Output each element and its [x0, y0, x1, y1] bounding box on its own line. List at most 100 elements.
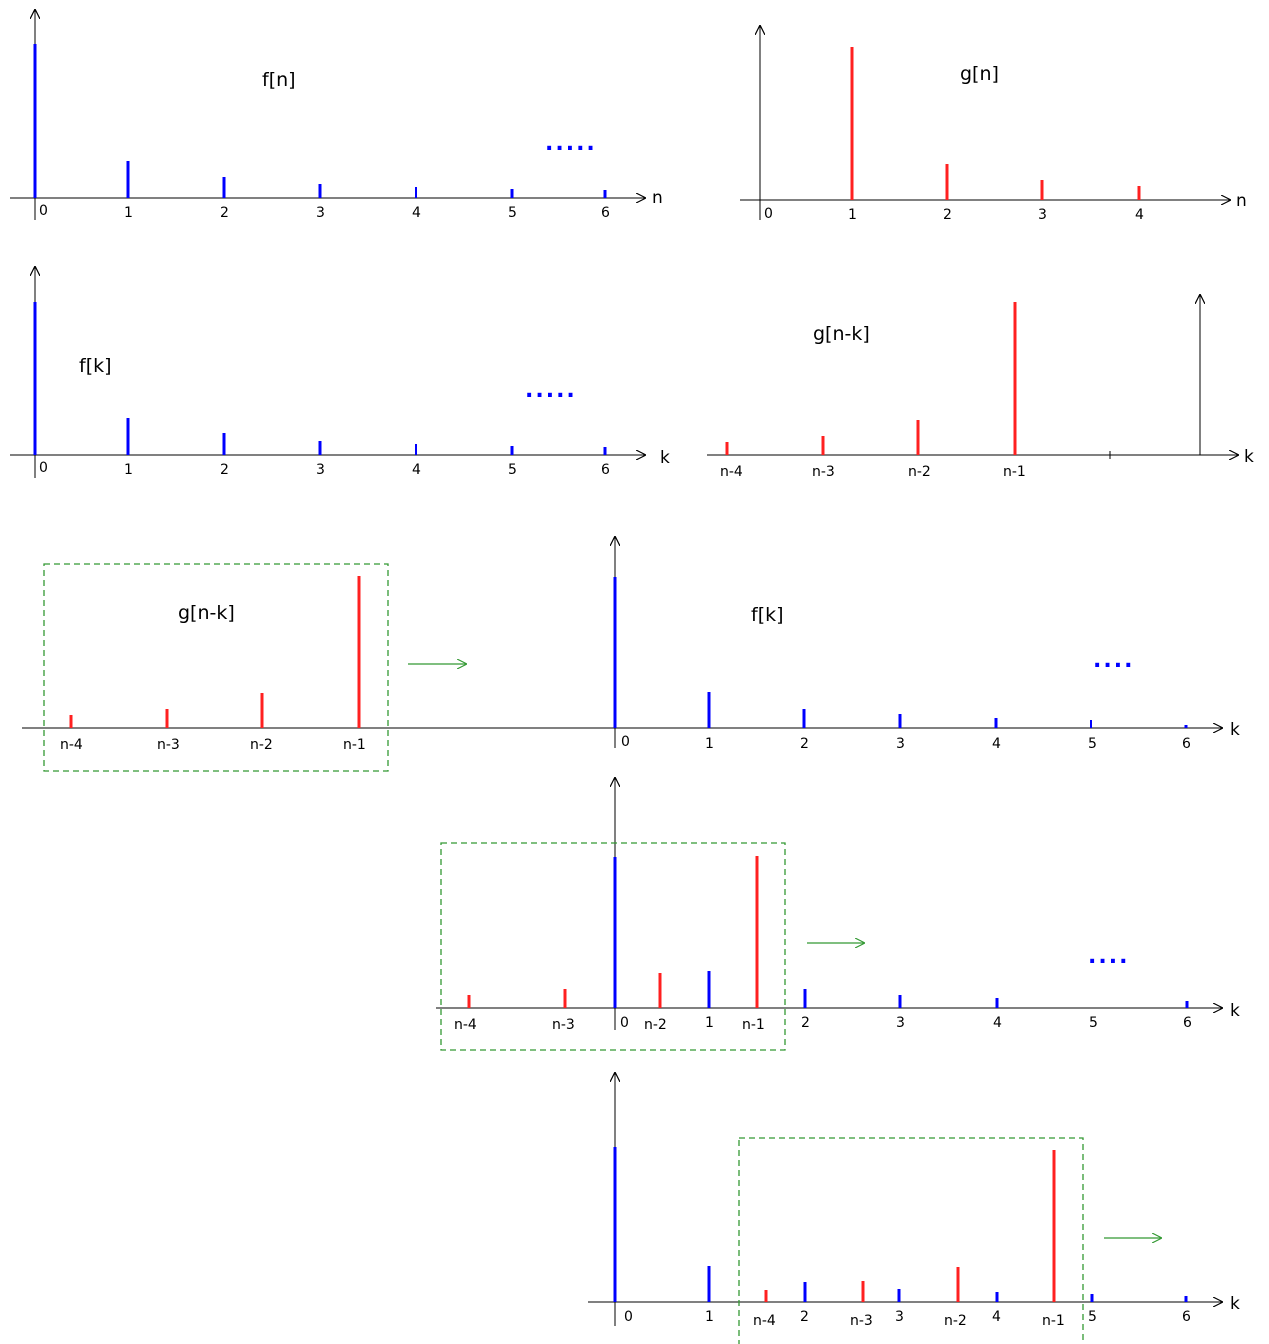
ticks: 0 1 n-4 2 n-3 3 n-2 4 n-1 5 6: [624, 1309, 1191, 1329]
tick-1: 1: [124, 205, 133, 221]
tick-n-3: n-3: [812, 464, 835, 480]
axis-name-k: k: [1230, 1001, 1240, 1021]
tick-2: 2: [800, 1309, 809, 1325]
title-g-n-k: g[n-k]: [178, 602, 235, 624]
tick-1: 1: [124, 462, 133, 478]
tick-4: 4: [993, 1015, 1002, 1031]
tick-0: 0: [764, 206, 773, 222]
axis-name-k: k: [660, 448, 670, 468]
tick-0: 0: [39, 460, 48, 476]
tick-3: 3: [316, 205, 325, 221]
tick-0: 0: [621, 734, 630, 750]
tick-3: 3: [895, 1309, 904, 1325]
sliding-window: [440, 842, 786, 1051]
ellipsis: .....: [545, 131, 597, 156]
tick-5: 5: [1089, 1015, 1098, 1031]
stems-f: [613, 1147, 1188, 1302]
tick-0: 0: [620, 1015, 629, 1031]
ticks: 0 1 2 3 4 5 6: [39, 460, 610, 478]
tick-1: 1: [848, 207, 857, 223]
stems-g: [725, 302, 1017, 455]
tick-n-2: n-2: [908, 464, 931, 480]
sliding-window: [43, 563, 389, 772]
ellipsis: ....: [1088, 944, 1129, 969]
ticks: n-4 n-3 0 n-2 1 n-1 2 3 4 5 6: [454, 1015, 1192, 1033]
ellipsis: ....: [1093, 648, 1134, 673]
tick-4: 4: [412, 205, 421, 221]
stems-g: [850, 47, 1141, 200]
title-f-k: f[k]: [751, 604, 784, 626]
tick-0: 0: [39, 203, 48, 219]
stems-g: [467, 856, 759, 1008]
tick-n-2: n-2: [944, 1313, 967, 1329]
panel-f-k: k f[k] ..... 0 1 2 3 4 5 6: [10, 267, 670, 478]
title-f-k: f[k]: [79, 355, 112, 377]
tick-n-3: n-3: [552, 1017, 575, 1033]
stems-g: [69, 576, 361, 728]
tick-6: 6: [601, 462, 610, 478]
ticks: n-4 n-3 n-2 n-1: [720, 464, 1026, 480]
tick-3: 3: [1038, 207, 1047, 223]
tick-4: 4: [992, 1309, 1001, 1325]
tick-n-2: n-2: [644, 1017, 667, 1033]
panel-g-n-k: k g[n-k] n-4 n-3 n-2 n-1: [707, 295, 1254, 480]
tick-n-4: n-4: [753, 1313, 776, 1329]
tick-5: 5: [508, 205, 517, 221]
tick-2: 2: [220, 462, 229, 478]
tick-n-4: n-4: [720, 464, 743, 480]
tick-n-1: n-1: [1042, 1313, 1065, 1329]
title-g-n-k: g[n-k]: [813, 323, 870, 345]
ellipsis: .....: [525, 378, 577, 403]
tick-2: 2: [801, 1015, 810, 1031]
tick-5: 5: [508, 462, 517, 478]
step-2-panel: k .... n-4 n-3 0 n-2 1 n-1 2 3 4: [436, 778, 1240, 1051]
tick-2: 2: [800, 736, 809, 752]
tick-n-4: n-4: [60, 737, 83, 753]
tick-n-1: n-1: [1003, 464, 1026, 480]
ticks: 0 1 2 3 4: [764, 206, 1144, 223]
tick-n-1: n-1: [343, 737, 366, 753]
sliding-window: [738, 1137, 1084, 1344]
title-f-n: f[n]: [262, 69, 296, 91]
tick-6: 6: [1183, 1015, 1192, 1031]
stems-f: [613, 857, 1189, 1008]
tick-n-2: n-2: [250, 737, 273, 753]
tick-4: 4: [1135, 207, 1144, 223]
step-3-panel: k 0 1 n-4 2 n-3 3 n-2 4 n-1: [588, 1073, 1240, 1344]
title-g-n: g[n]: [960, 63, 999, 85]
tick-5: 5: [1088, 736, 1097, 752]
tick-2: 2: [220, 205, 229, 221]
tick-3: 3: [896, 736, 905, 752]
axis-name-k: k: [1230, 1294, 1240, 1314]
tick-1: 1: [705, 1015, 714, 1031]
tick-n-3: n-3: [157, 737, 180, 753]
stems-f: [33, 302, 607, 455]
tick-3: 3: [896, 1015, 905, 1031]
tick-1: 1: [705, 736, 714, 752]
axis-name-k: k: [1244, 447, 1254, 467]
panel-f-n: n f[n] ..... 0 1 2 3 4 5 6: [10, 10, 663, 221]
ticks: 0 1 2 3 4 5 6: [39, 203, 610, 221]
axis-name-n: n: [1236, 191, 1247, 211]
tick-6: 6: [1182, 736, 1191, 752]
tick-n-4: n-4: [454, 1017, 477, 1033]
tick-3: 3: [316, 462, 325, 478]
tick-n-3: n-3: [850, 1313, 873, 1329]
stems-f: [613, 577, 1188, 728]
tick-0: 0: [624, 1309, 633, 1325]
axis-name-k: k: [1230, 720, 1240, 740]
tick-4: 4: [992, 736, 1001, 752]
tick-5: 5: [1088, 1309, 1097, 1325]
tick-2: 2: [943, 207, 952, 223]
ticks: n-4 n-3 n-2 n-1 0 1 2 3 4 5 6: [60, 734, 1191, 753]
stems-g: [764, 1150, 1056, 1302]
tick-1: 1: [705, 1309, 714, 1325]
tick-6: 6: [601, 205, 610, 221]
tick-n-1: n-1: [742, 1017, 765, 1033]
axis-name-n: n: [652, 188, 663, 208]
tick-6: 6: [1182, 1309, 1191, 1325]
panel-g-n: n g[n] 0 1 2 3 4: [740, 26, 1247, 223]
tick-4: 4: [412, 462, 421, 478]
